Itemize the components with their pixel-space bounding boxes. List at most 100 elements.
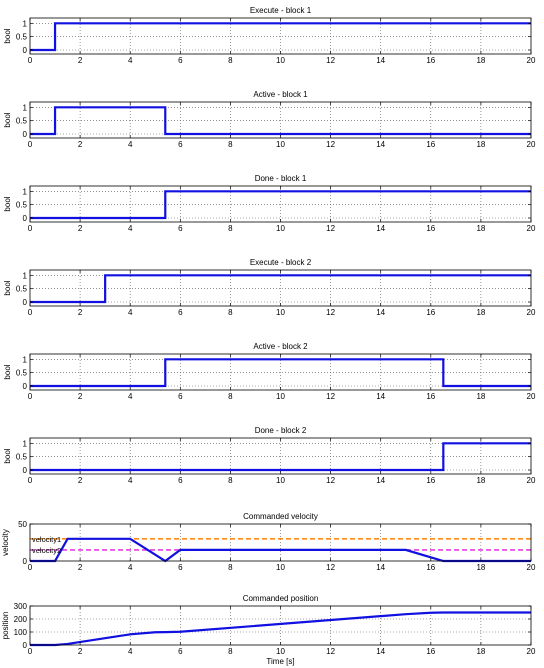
x-tick-label: 16: [426, 224, 435, 233]
x-tick-label: 8: [228, 563, 233, 572]
plot-title: Done - block 2: [255, 426, 307, 435]
x-tick-label: 20: [527, 56, 536, 65]
x-tick-label: 12: [326, 308, 335, 317]
x-tick-label: 2: [78, 224, 83, 233]
y-axis-label: position: [1, 612, 10, 640]
x-tick-label: 4: [128, 563, 133, 572]
plot-title: Active - block 1: [253, 90, 308, 99]
x-tick-label: 2: [78, 392, 83, 401]
x-tick-label: 10: [276, 476, 285, 485]
plot-6: 0 2 4 6 8 10 12 14 16 18 20 0 0.5 1 Done - block 2 bool: [3, 426, 536, 485]
x-tick-label: 16: [426, 56, 435, 65]
x-tick-label: 8: [228, 140, 233, 149]
y-tick-label: 0.5: [16, 201, 28, 210]
x-tick-label: 12: [326, 563, 335, 572]
x-tick-label: 6: [178, 224, 183, 233]
x-tick-label: 6: [178, 476, 183, 485]
y-axis-label: bool: [3, 448, 12, 463]
x-tick-label: 6: [178, 56, 183, 65]
y-tick-label: 1: [23, 271, 28, 280]
x-tick-label: 8: [228, 224, 233, 233]
y-tick-label: 0: [23, 641, 28, 650]
x-tick-label: 12: [326, 56, 335, 65]
x-tick-label: 20: [527, 140, 536, 149]
y-tick-label: 50: [18, 520, 27, 529]
x-tick-label: 16: [426, 647, 435, 656]
series-line: [30, 442, 531, 472]
x-tick-label: 16: [426, 308, 435, 317]
x-tick-label: 14: [376, 56, 385, 65]
y-axis-label: velocity: [1, 529, 10, 556]
x-tick-label: 4: [128, 308, 133, 317]
y-tick-label: 0.5: [16, 453, 28, 462]
y-axis-label: bool: [3, 280, 12, 295]
x-tick-label: 0: [28, 647, 33, 656]
x-tick-label: 18: [476, 308, 485, 317]
x-tick-label: 20: [527, 563, 536, 572]
x-tick-label: 10: [276, 647, 285, 656]
plot-1: 0 2 4 6 8 10 12 14 16 18 20 0 0.5 1 Execute - block 1 b…: [3, 6, 536, 65]
y-tick-label: 0.5: [16, 369, 28, 378]
x-tick-label: 16: [426, 563, 435, 572]
plot-title: Done - block 1: [255, 174, 307, 183]
x-tick-label: 12: [326, 476, 335, 485]
x-tick-label: 20: [527, 308, 536, 317]
x-tick-label: 8: [228, 392, 233, 401]
series-line: [30, 22, 531, 52]
x-tick-label: 16: [426, 476, 435, 485]
y-axis-label: bool: [3, 196, 12, 211]
x-tick-label: 14: [376, 476, 385, 485]
y-tick-label: 0: [23, 298, 28, 307]
x-tick-label: 14: [376, 140, 385, 149]
y-tick-label: 100: [14, 628, 28, 637]
x-tick-label: 10: [276, 392, 285, 401]
plot-title: Active - block 2: [253, 342, 308, 351]
plot-title: Execute - block 2: [250, 258, 312, 267]
x-tick-label: 10: [276, 563, 285, 572]
x-tick-label: 4: [128, 140, 133, 149]
y-tick-label: 0: [23, 214, 28, 223]
x-tick-label: 0: [28, 224, 33, 233]
x-tick-label: 18: [476, 56, 485, 65]
x-tick-label: 0: [28, 308, 33, 317]
x-tick-label: 4: [128, 224, 133, 233]
x-tick-label: 2: [78, 476, 83, 485]
plot-5: 0 2 4 6 8 10 12 14 16 18 20 0 0.5 1 Active - block 2 bo…: [3, 342, 536, 401]
series-line: [30, 190, 531, 220]
x-tick-label: 0: [28, 392, 33, 401]
x-tick-label: 0: [28, 563, 33, 572]
x-tick-label: 4: [128, 392, 133, 401]
series-line: [30, 611, 531, 647]
x-tick-label: 10: [276, 56, 285, 65]
x-tick-label: 16: [426, 392, 435, 401]
series-line: [30, 106, 531, 136]
plot-4: 0 2 4 6 8 10 12 14 16 18 20 0 0.5 1 Execute - block 2 b…: [3, 258, 536, 317]
y-tick-label: 200: [14, 615, 28, 624]
plot-7: velocity1 velocity2 0 2 4 6 8 10 12 14 16 18 20 0 50 Co…: [1, 512, 536, 572]
x-tick-label: 2: [78, 647, 83, 656]
x-tick-label: 8: [228, 56, 233, 65]
x-tick-label: 14: [376, 563, 385, 572]
x-tick-label: 20: [527, 476, 536, 485]
x-tick-label: 12: [326, 647, 335, 656]
x-tick-label: 12: [326, 140, 335, 149]
x-axis-label: Time [s]: [266, 657, 294, 666]
y-tick-label: 1: [23, 439, 28, 448]
plot-title: Commanded position: [243, 594, 319, 603]
x-tick-label: 2: [78, 56, 83, 65]
x-tick-label: 6: [178, 308, 183, 317]
x-tick-label: 4: [128, 56, 133, 65]
x-tick-label: 16: [426, 140, 435, 149]
x-tick-label: 8: [228, 647, 233, 656]
x-tick-label: 10: [276, 224, 285, 233]
x-tick-label: 14: [376, 647, 385, 656]
x-tick-label: 14: [376, 224, 385, 233]
x-tick-label: 2: [78, 140, 83, 149]
x-tick-label: 8: [228, 476, 233, 485]
x-tick-label: 4: [128, 647, 133, 656]
y-tick-label: 0: [23, 557, 28, 566]
x-tick-label: 6: [178, 647, 183, 656]
x-tick-label: 20: [527, 224, 536, 233]
x-tick-label: 18: [476, 647, 485, 656]
